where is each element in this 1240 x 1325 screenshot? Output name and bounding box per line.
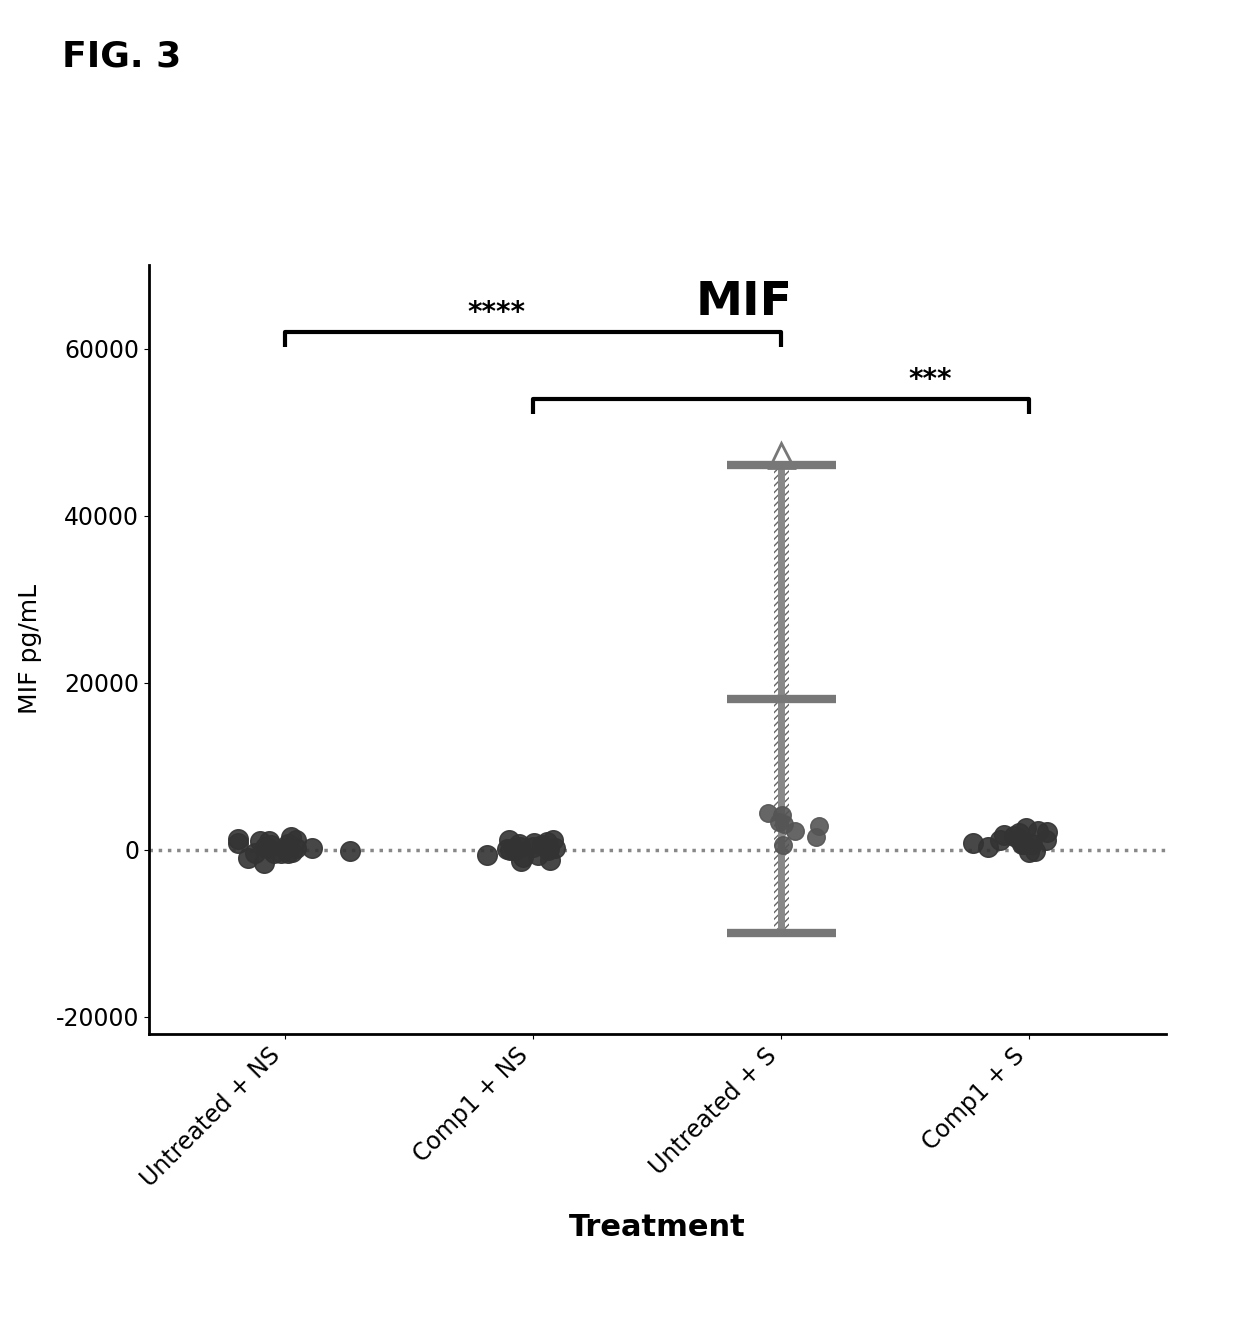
Point xyxy=(1013,833,1033,855)
Point xyxy=(228,828,248,849)
Point xyxy=(244,843,264,864)
Point xyxy=(1037,822,1056,843)
Point xyxy=(272,843,291,864)
Point xyxy=(264,843,284,864)
Point xyxy=(258,837,278,859)
Point xyxy=(1022,833,1042,855)
Point xyxy=(340,840,360,861)
Point xyxy=(544,837,564,859)
Point xyxy=(281,841,301,863)
Text: ***: *** xyxy=(908,366,952,394)
Point xyxy=(278,843,298,864)
Point xyxy=(303,837,322,859)
Point xyxy=(525,832,544,853)
Point xyxy=(528,844,548,865)
Point xyxy=(255,836,275,857)
Point xyxy=(505,839,525,860)
Point xyxy=(254,852,274,873)
Point xyxy=(543,829,563,851)
Point xyxy=(537,832,557,853)
Point xyxy=(513,847,533,868)
Point xyxy=(1019,841,1039,863)
Point xyxy=(806,827,826,848)
Point xyxy=(228,832,248,853)
Point xyxy=(978,836,998,857)
Point xyxy=(508,833,528,855)
Point xyxy=(538,839,558,860)
Point xyxy=(500,829,520,851)
Point xyxy=(532,835,552,856)
Point xyxy=(775,814,795,835)
Point xyxy=(285,829,305,851)
Point xyxy=(539,839,559,860)
Point xyxy=(250,829,270,851)
Point xyxy=(771,804,791,825)
X-axis label: Treatment: Treatment xyxy=(569,1212,745,1242)
Point xyxy=(262,833,281,855)
Point xyxy=(1035,829,1055,851)
Point xyxy=(1016,818,1035,839)
Point xyxy=(511,851,531,872)
Point xyxy=(255,836,275,857)
Y-axis label: MIF pg/mL: MIF pg/mL xyxy=(17,584,42,714)
Point xyxy=(1024,841,1044,863)
Text: FIG. 3: FIG. 3 xyxy=(62,40,181,74)
Point xyxy=(286,837,306,859)
Point xyxy=(505,837,525,859)
Point xyxy=(500,839,520,860)
Point xyxy=(991,829,1011,851)
Point xyxy=(769,811,789,832)
Point xyxy=(1009,822,1029,843)
Text: MIF: MIF xyxy=(696,280,792,325)
Point xyxy=(994,824,1014,845)
Point xyxy=(759,803,779,824)
Point xyxy=(523,836,543,857)
Point xyxy=(275,839,295,860)
Point xyxy=(281,825,301,847)
Point xyxy=(278,833,298,855)
Bar xyxy=(774,465,789,933)
Point xyxy=(541,849,560,871)
Point xyxy=(808,815,828,836)
Point xyxy=(259,831,279,852)
Point xyxy=(1004,825,1024,847)
Point xyxy=(963,832,983,853)
Point xyxy=(497,839,517,860)
Text: ****: **** xyxy=(467,299,525,327)
Point xyxy=(477,845,497,867)
Point xyxy=(774,835,794,856)
Point xyxy=(238,848,258,869)
Point xyxy=(1028,822,1048,843)
Point xyxy=(785,820,805,841)
Point xyxy=(1009,828,1029,849)
Point xyxy=(1014,833,1034,855)
Point xyxy=(511,836,531,857)
